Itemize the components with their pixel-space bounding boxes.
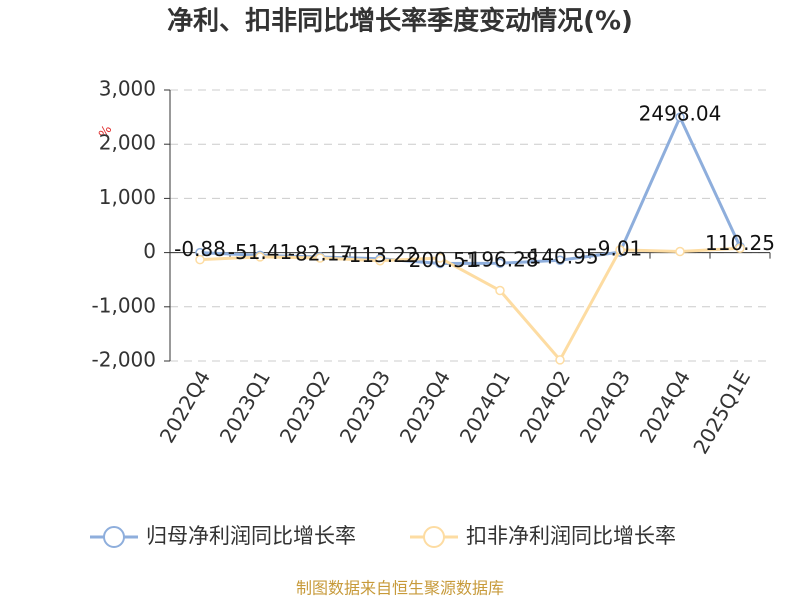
data-label: -51.41 <box>228 240 292 264</box>
y-tick-label: 3,000 <box>99 77 156 101</box>
point <box>435 253 445 263</box>
y-tick-label: 0 <box>143 239 156 263</box>
x-tick-label: 2024Q3 <box>575 366 635 447</box>
point <box>555 355 565 365</box>
x-tick-label: 2024Q1 <box>455 366 515 447</box>
point <box>255 252 265 262</box>
point <box>735 243 745 254</box>
point <box>195 254 205 265</box>
y-tick-label: 1,000 <box>99 185 156 209</box>
data-label: -200.51 <box>401 248 478 272</box>
x-tick-label: 2022Q4 <box>155 366 215 447</box>
data-label: -82.17 <box>288 242 352 266</box>
point <box>375 255 385 266</box>
x-tick-label: 2024Q4 <box>635 366 695 447</box>
y-tick-label: 2,000 <box>99 131 156 155</box>
data-label: 2498.04 <box>639 102 722 126</box>
chart-title: 净利、扣非同比增长率季度变动情况(%) <box>167 6 633 37</box>
data-label: -113.22 <box>341 243 418 267</box>
x-tick-label: 2023Q1 <box>215 366 275 447</box>
data-label: 9.01 <box>598 237 643 261</box>
data-label: -0.88 <box>174 237 226 261</box>
legend-marker <box>423 526 445 548</box>
series-line <box>199 246 741 363</box>
point <box>675 112 685 122</box>
x-tick-label: 2023Q2 <box>275 366 335 447</box>
data-label: -196.28 <box>461 248 538 272</box>
data-label: -140.95 <box>521 245 598 269</box>
point <box>555 255 565 265</box>
legend-marker <box>103 526 125 548</box>
x-tick-label: 2024Q2 <box>515 366 575 447</box>
legend-label: 扣非净利润同比增长率 <box>466 524 676 548</box>
x-tick-label: 2025Q1E <box>688 366 755 458</box>
point <box>615 245 625 255</box>
x-tick-label: 2023Q3 <box>335 366 395 447</box>
point <box>675 246 685 257</box>
point <box>495 258 505 268</box>
point <box>495 285 505 296</box>
data-label: 110.25 <box>705 231 775 255</box>
legend-label: 归母净利润同比增长率 <box>146 524 356 548</box>
x-tick-label: 2023Q4 <box>395 366 455 447</box>
point <box>315 253 325 263</box>
y-tick-label: -2,000 <box>92 348 156 372</box>
source-note: 制图数据来自恒生聚源数据库 <box>296 579 504 598</box>
y-tick-label: -1,000 <box>92 293 156 317</box>
